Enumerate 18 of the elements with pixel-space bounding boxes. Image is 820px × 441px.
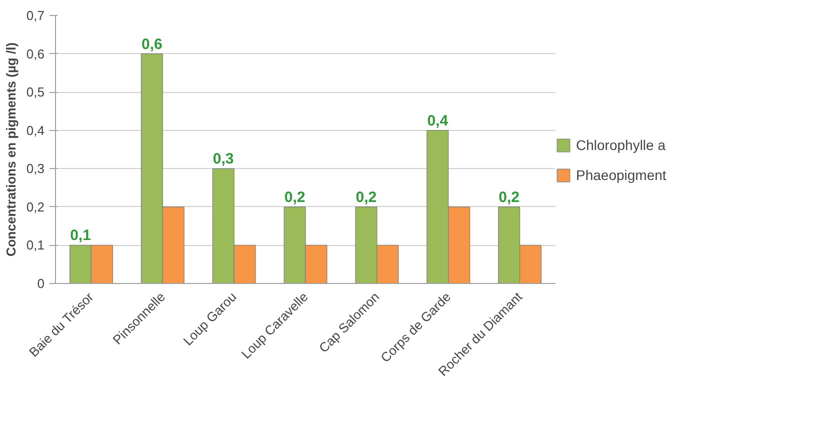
- y-tick-label: 0: [37, 276, 45, 291]
- y-axis-title: Concentrations en pigments (µg /l): [3, 42, 18, 257]
- y-tick-label: 0,7: [26, 8, 45, 23]
- data-label: 0,6: [142, 36, 162, 53]
- data-label: 0,1: [70, 227, 91, 244]
- legend-label: Phaeopigment: [576, 167, 666, 183]
- y-tick-label: 0,1: [26, 238, 45, 253]
- data-label: 0,2: [498, 188, 520, 206]
- data-label: 0,4: [427, 112, 449, 130]
- y-tick-label: 0,6: [26, 46, 45, 62]
- y-tick-label: 0,5: [26, 84, 45, 100]
- data-label: 0,3: [212, 150, 234, 168]
- y-tick-label: 0,2: [26, 199, 45, 214]
- y-tick-label: 0,3: [26, 161, 45, 176]
- legend-label: Chlorophylle a: [576, 137, 666, 153]
- data-label: 0,2: [284, 188, 306, 206]
- y-tick-label: 0,4: [26, 122, 45, 138]
- data-label: 0,2: [356, 188, 377, 206]
